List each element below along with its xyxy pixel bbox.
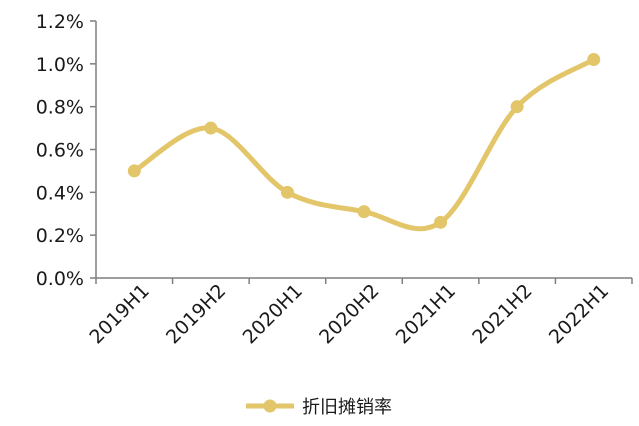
data-point — [280, 185, 294, 199]
x-tick-label: 2020H2 — [315, 280, 383, 348]
x-axis: 2019H1 2019H2 2020H1 2020H2 2021H1 2021H2 2022… — [85, 277, 633, 348]
x-tick-label: 2019H2 — [162, 280, 230, 348]
y-tick-label: 1.2% — [36, 11, 84, 33]
x-tick-label: 2019H1 — [85, 280, 153, 348]
x-tick-label: 2022H1 — [545, 280, 613, 348]
data-point — [204, 121, 218, 135]
series-line — [131, 57, 597, 232]
data-point — [127, 164, 141, 178]
data-point — [357, 205, 371, 219]
legend-label: 折旧摊销率 — [302, 397, 392, 418]
y-tick-label: 0.6% — [36, 140, 84, 162]
legend: 折旧摊销率 — [246, 397, 392, 418]
y-axis: 0.0% 0.2% 0.4% 0.6% 0.8% 1.0% 1.2% — [36, 11, 97, 290]
x-tick-label: 2021H2 — [468, 280, 536, 348]
data-point — [587, 53, 601, 67]
y-tick-label: 0.4% — [36, 182, 84, 204]
legend-marker — [263, 399, 277, 413]
y-tick-label: 0.8% — [36, 97, 84, 119]
y-tick-label: 0.2% — [36, 225, 84, 247]
y-tick-label: 1.0% — [36, 54, 84, 76]
data-point — [434, 215, 448, 229]
x-tick-label: 2021H1 — [392, 280, 460, 348]
plot-area — [127, 53, 601, 232]
data-point — [510, 100, 524, 114]
y-tick-label: 0.0% — [36, 268, 84, 290]
x-tick-label: 2020H1 — [239, 280, 307, 348]
